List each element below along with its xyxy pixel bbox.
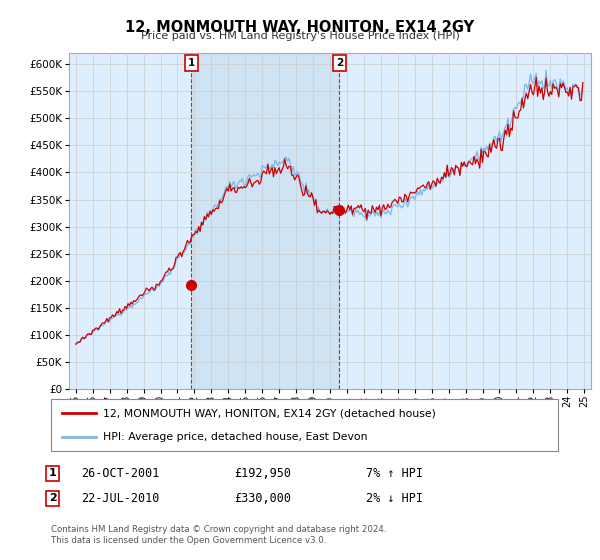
Text: 26-OCT-2001: 26-OCT-2001 (81, 466, 160, 480)
Text: 12, MONMOUTH WAY, HONITON, EX14 2GY: 12, MONMOUTH WAY, HONITON, EX14 2GY (125, 20, 475, 35)
Text: 22-JUL-2010: 22-JUL-2010 (81, 492, 160, 505)
Text: Price paid vs. HM Land Registry's House Price Index (HPI): Price paid vs. HM Land Registry's House … (140, 31, 460, 41)
Text: £192,950: £192,950 (234, 466, 291, 480)
Text: 2: 2 (335, 58, 343, 68)
Text: HPI: Average price, detached house, East Devon: HPI: Average price, detached house, East… (103, 432, 368, 442)
Text: Contains HM Land Registry data © Crown copyright and database right 2024.
This d: Contains HM Land Registry data © Crown c… (51, 525, 386, 545)
Text: 1: 1 (188, 58, 195, 68)
Text: 2% ↓ HPI: 2% ↓ HPI (366, 492, 423, 505)
Text: 7% ↑ HPI: 7% ↑ HPI (366, 466, 423, 480)
Text: 12, MONMOUTH WAY, HONITON, EX14 2GY (detached house): 12, MONMOUTH WAY, HONITON, EX14 2GY (det… (103, 408, 436, 418)
Text: £330,000: £330,000 (234, 492, 291, 505)
Text: 1: 1 (49, 468, 56, 478)
Text: 2: 2 (49, 493, 56, 503)
